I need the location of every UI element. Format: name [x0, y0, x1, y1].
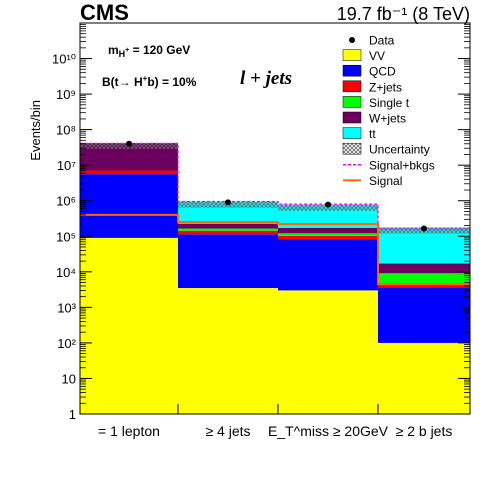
- channel-annotation: l + jets: [240, 68, 292, 89]
- data-point-1: [225, 199, 231, 206]
- legend-entry-vv-label: VV: [369, 49, 385, 63]
- mass-annotation: mH+ = 120 GeV: [108, 43, 190, 59]
- legend-entry-signal-bkgs-label: Signal+bkgs: [369, 158, 435, 172]
- bar-vv-0: [80, 237, 178, 414]
- legend-entry-z-jets-swatch: [342, 80, 362, 93]
- data-point-3: [421, 225, 427, 232]
- lumi-label: 19.7 fb⁻¹ (8 TeV): [337, 4, 470, 24]
- y-tick-label: 10⁵: [56, 229, 76, 244]
- y-tick-label: 10¹⁰: [52, 52, 76, 67]
- y-tick-label: 10⁷: [57, 158, 76, 173]
- legend-entry-w-jets-swatch: [342, 111, 362, 124]
- signal-plus-bkg-line: [80, 142, 470, 230]
- y-tick-label: 10⁴: [56, 265, 76, 280]
- plot-frame: [79, 22, 471, 415]
- data-point-2: [325, 201, 331, 208]
- bar-vv-2: [278, 290, 378, 414]
- bar-z-jets-2: [278, 235, 378, 240]
- legend-entry-tt-swatch: [342, 127, 362, 139]
- bar-qcd-3: [378, 287, 470, 343]
- bar-single-t-1: [178, 228, 278, 231]
- legend-entry-uncertainty-swatch: [342, 142, 362, 155]
- branching-annotation: B(t→ H+b) = 10%: [102, 74, 197, 89]
- bar-w-jets-1: [178, 223, 278, 229]
- y-tick-label: 10: [62, 371, 76, 386]
- legend-entry-uncertainty-label: Uncertainty: [369, 143, 430, 157]
- y-tick-label: 10⁸: [56, 123, 76, 138]
- legend-entry-signal-label: Signal: [369, 174, 402, 188]
- y-tick-label: 10³: [57, 300, 76, 315]
- signal-line: [80, 213, 470, 286]
- experiment-label: CMS: [80, 0, 129, 25]
- bar-qcd-0: [80, 174, 178, 238]
- bar-z-jets-0: [80, 170, 178, 175]
- legend-entry-qcd-swatch: [342, 64, 362, 77]
- legend-entry-w-jets-label: W+jets: [369, 112, 406, 126]
- x-tick-label: ≥ 2 b jets: [396, 423, 453, 439]
- y-tick-label: 1: [69, 407, 76, 422]
- bar-w-jets-2: [278, 227, 378, 234]
- bar-w-jets-3: [378, 263, 470, 274]
- bar-qcd-2: [278, 239, 378, 291]
- legend-entry-single-t-label: Single t: [369, 96, 410, 110]
- bar-single-t-3: [378, 273, 470, 285]
- legend-entry-z-jets-label: Z+jets: [369, 80, 402, 94]
- legend-entry-tt-label: tt: [369, 127, 376, 141]
- legend-entry-single-t-swatch: [342, 96, 362, 108]
- y-tick-label: 10²: [57, 336, 76, 351]
- x-tick-label: E_T^miss ≥ 20GeV: [268, 423, 389, 439]
- bar-tt-3: [378, 227, 470, 264]
- bar-z-jets-1: [178, 230, 278, 235]
- data-point-0: [126, 140, 132, 147]
- bar-single-t-2: [278, 233, 378, 236]
- x-tick-label: = 1 lepton: [98, 423, 160, 439]
- bar-vv-1: [178, 288, 278, 414]
- legend-entry-data-label: Data: [369, 34, 395, 48]
- legend-entry-data-marker: [349, 37, 355, 43]
- bar-qcd-1: [178, 234, 278, 289]
- y-tick-label: 10⁶: [56, 194, 76, 209]
- y-axis-label: Events/bin: [28, 100, 43, 161]
- uncertainty-band-2: [278, 204, 378, 211]
- y-tick-label: 10⁹: [56, 87, 76, 102]
- legend-entry-qcd-label: QCD: [369, 65, 396, 79]
- legend-entry-vv-swatch: [342, 49, 362, 61]
- x-tick-label: ≥ 4 jets: [205, 423, 250, 439]
- bar-z-jets-3: [378, 284, 470, 288]
- bar-vv-3: [378, 342, 470, 414]
